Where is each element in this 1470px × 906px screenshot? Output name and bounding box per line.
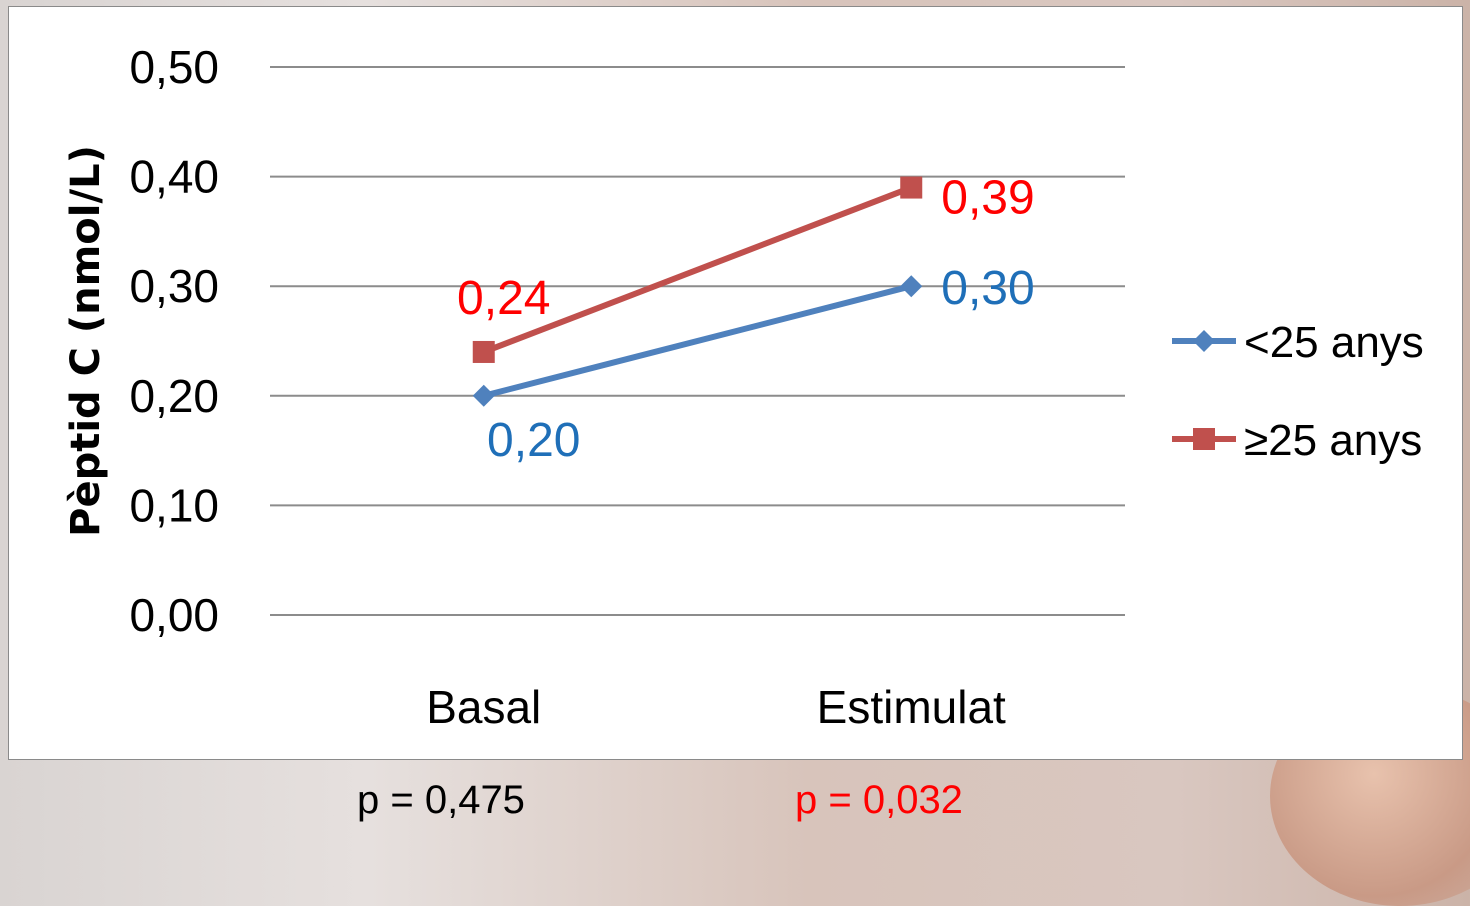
data-label: 0,39 [941,172,1034,225]
chart-panel: 0,00 0,10 0,20 0,30 0,40 0,50 Pèptid C (nmol/L… [8,6,1463,760]
x-tick-label: Basal [426,681,541,733]
y-tick-label: 0,50 [129,41,219,93]
data-point-diamond [900,275,923,298]
data-label: 0,24 [457,272,550,325]
legend-marker-diamond [1193,330,1215,352]
data-label: 0,20 [487,414,580,467]
data-point-square [472,340,495,363]
x-tick-label: Estimulat [817,681,1006,733]
data-point-diamond [472,384,495,407]
data-label: 0,30 [941,262,1034,315]
p-value-estimulat: p = 0,032 [795,778,963,822]
y-axis-title: Pèptid C (nmol/L) [63,145,109,537]
series-line [482,184,913,355]
data-point-square [900,176,923,199]
y-tick-label: 0,10 [129,479,219,531]
y-tick-label: 0,20 [129,370,219,422]
line-chart: 0,00 0,10 0,20 0,30 0,40 0,50 Pèptid C (nmol/L… [63,41,1424,733]
y-tick-label: 0,30 [129,260,219,312]
legend-label: <25 anys [1244,318,1424,367]
y-tick-label: 0,40 [129,151,219,203]
legend-label: ≥25 anys [1244,416,1422,465]
p-value-basal: p = 0,475 [357,778,525,822]
series-line [483,283,912,399]
y-tick-label: 0,00 [129,589,219,641]
legend-marker-square [1193,428,1215,450]
